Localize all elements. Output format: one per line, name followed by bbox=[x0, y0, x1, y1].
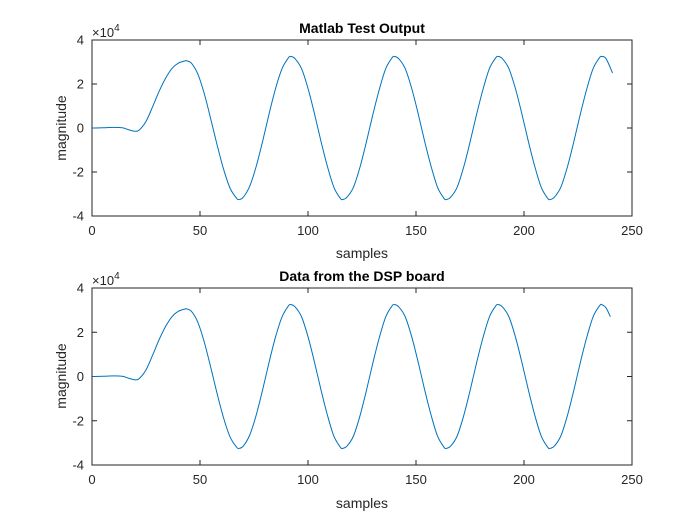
subplot-top-ytick-label: 2 bbox=[77, 77, 84, 92]
subplot-top-ylabel: magnitude bbox=[53, 95, 69, 161]
subplot-top-xticks: 0 50 100 150 200 250 bbox=[88, 40, 643, 238]
subplot-top-ytick-label: -4 bbox=[72, 209, 84, 224]
subplot-bottom: Data from the DSP board ×104 samples mag… bbox=[53, 268, 643, 511]
subplot-top-ytick-label: -2 bbox=[72, 165, 84, 180]
subplot-top-xtick-label: 150 bbox=[405, 223, 427, 238]
subplot-bottom-ytick-label: 2 bbox=[77, 325, 84, 340]
subplot-bottom-xticks: 0 50 100 150 200 250 bbox=[88, 288, 643, 487]
subplot-bottom-exponent: ×104 bbox=[92, 271, 120, 288]
subplot-top-ytick-label: 4 bbox=[77, 33, 84, 48]
subplot-top-xlabel: samples bbox=[336, 245, 388, 261]
subplot-bottom-series-line bbox=[91, 303, 611, 450]
subplot-bottom-axes-box bbox=[91, 287, 633, 466]
subplot-top-xtick-label: 100 bbox=[297, 223, 319, 238]
subplot-bottom-ytick-label: -4 bbox=[72, 458, 84, 473]
subplot-bottom-ytick-label: 0 bbox=[77, 369, 84, 384]
subplot-top-axes-box bbox=[91, 39, 633, 217]
subplot-top-ytick-label: 0 bbox=[77, 121, 84, 136]
subplot-top-exponent: ×104 bbox=[92, 23, 120, 40]
subplot-bottom-title: Data from the DSP board bbox=[279, 268, 444, 284]
subplot-top-xtick-label: 50 bbox=[193, 223, 207, 238]
subplot-bottom-ylabel: magnitude bbox=[53, 343, 69, 409]
subplot-top-xtick-label: 0 bbox=[88, 223, 95, 238]
subplot-bottom-ytick-label: -2 bbox=[72, 413, 84, 428]
subplot-bottom-xtick-label: 0 bbox=[88, 472, 95, 487]
subplot-top: Matlab Test Output ×104 samples magnitud… bbox=[53, 20, 643, 261]
subplot-top-series-line bbox=[91, 55, 614, 201]
subplot-bottom-xtick-label: 100 bbox=[297, 472, 319, 487]
subplot-bottom-xtick-label: 50 bbox=[193, 472, 207, 487]
subplot-bottom-xtick-label: 250 bbox=[621, 472, 643, 487]
subplot-top-xtick-label: 200 bbox=[513, 223, 535, 238]
subplot-bottom-xtick-label: 150 bbox=[405, 472, 427, 487]
subplot-bottom-ytick-label: 4 bbox=[77, 281, 84, 296]
subplot-top-xtick-label: 250 bbox=[621, 223, 643, 238]
subplot-top-title: Matlab Test Output bbox=[299, 20, 425, 36]
subplot-bottom-xlabel: samples bbox=[336, 495, 388, 511]
subplot-bottom-xtick-label: 200 bbox=[513, 472, 535, 487]
